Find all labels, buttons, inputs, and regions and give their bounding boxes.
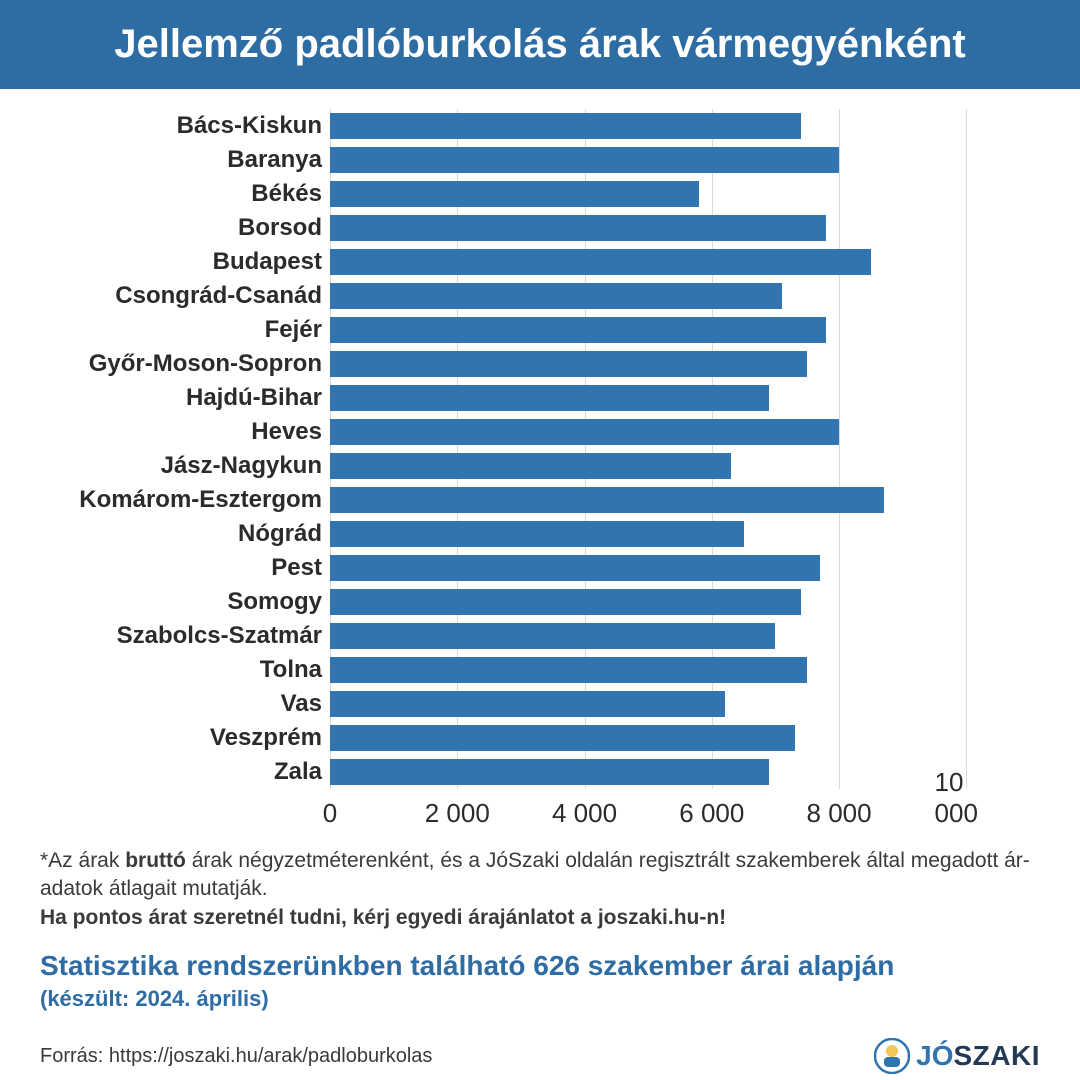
bar — [330, 351, 807, 378]
bar — [330, 521, 744, 548]
logo-text: JÓSZAKI — [916, 1040, 1040, 1072]
bar-label: Csongrád-Csanád — [40, 283, 330, 310]
note-bold-word: bruttó — [125, 849, 186, 872]
bar-label: Hajdú-Bihar — [40, 385, 330, 412]
note-suffix: árak négyzetméterenként, és a JóSzaki ol… — [40, 849, 1030, 900]
x-axis-tick: 8 000 — [807, 798, 872, 829]
bar — [330, 385, 769, 412]
brand-logo: JÓSZAKI — [874, 1038, 1040, 1074]
bar-label: Szabolcs-Szatmár — [40, 623, 330, 650]
bar-label: Nógrád — [40, 521, 330, 548]
bar — [330, 147, 839, 174]
bar — [330, 419, 839, 446]
bar — [330, 453, 731, 480]
bar — [330, 555, 820, 582]
bar-label: Tolna — [40, 657, 330, 684]
bar — [330, 691, 725, 718]
x-axis-tick: 0 — [323, 798, 337, 829]
bar-label: Vas — [40, 691, 330, 718]
plot-area: 0 2 000 4 000 6 000 8 000 10 000 Bács-Kiskun Ba… — [40, 109, 1030, 829]
note-cta: Ha pontos árat szeretnél tudni, kérj egy… — [40, 906, 726, 929]
bar — [330, 657, 807, 684]
grid-line — [712, 109, 713, 789]
stats-date: (készült: 2024. április) — [40, 986, 1040, 1012]
bar — [330, 317, 826, 344]
logo-text-accent: JÓ — [916, 1040, 953, 1071]
title-banner: Jellemző padlóburkolás árak vármegyénkén… — [0, 0, 1080, 89]
logo-text-main: SZAKI — [954, 1040, 1041, 1071]
bar-label: Jász-Nagykun — [40, 453, 330, 480]
bar — [330, 759, 769, 786]
bar — [330, 725, 795, 752]
bar-label: Heves — [40, 419, 330, 446]
bar-label: Pest — [40, 555, 330, 582]
grid-line — [457, 109, 458, 789]
source-row: Forrás: https://joszaki.hu/arak/padlobur… — [40, 1038, 1040, 1074]
bar — [330, 487, 884, 514]
bar — [330, 249, 871, 276]
bar — [330, 215, 826, 242]
bar-label: Békés — [40, 181, 330, 208]
bar — [330, 113, 801, 140]
x-axis-tick: 2 000 — [425, 798, 490, 829]
bar — [330, 623, 775, 650]
source-text: Forrás: https://joszaki.hu/arak/padlobur… — [40, 1045, 432, 1068]
bar — [330, 589, 801, 616]
bar — [330, 283, 782, 310]
x-axis-tick: 6 000 — [679, 798, 744, 829]
x-axis-tick: 10 000 — [935, 767, 999, 829]
bar-label: Veszprém — [40, 725, 330, 752]
x-axis-tick: 4 000 — [552, 798, 617, 829]
bar-label: Zala — [40, 759, 330, 786]
page-title: Jellemző padlóburkolás árak vármegyénkén… — [20, 22, 1060, 67]
footer: *Az árak bruttó árak négyzetméterenként,… — [0, 839, 1080, 1074]
bar-label: Borsod — [40, 215, 330, 242]
footnote: *Az árak bruttó árak négyzetméterenként,… — [40, 847, 1040, 932]
grid-line — [330, 109, 331, 789]
logo-icon — [874, 1038, 910, 1074]
grid-line — [585, 109, 586, 789]
bar-chart: 0 2 000 4 000 6 000 8 000 10 000 Bács-Kiskun Ba… — [40, 109, 1040, 829]
bar-label: Fejér — [40, 317, 330, 344]
stats-headline: Statisztika rendszerünkben található 626… — [40, 950, 1040, 982]
note-prefix: *Az árak — [40, 849, 125, 872]
page: Jellemző padlóburkolás árak vármegyénkén… — [0, 0, 1080, 1080]
bar-label: Baranya — [40, 147, 330, 174]
bar-label: Győr-Moson-Sopron — [40, 351, 330, 378]
grid-line — [839, 109, 840, 789]
bar — [330, 181, 699, 208]
bar-label: Komárom-Esztergom — [40, 487, 330, 514]
bar-label: Somogy — [40, 589, 330, 616]
bar-label: Bács-Kiskun — [40, 113, 330, 140]
bar-label: Budapest — [40, 249, 330, 276]
grid-line — [966, 109, 967, 789]
